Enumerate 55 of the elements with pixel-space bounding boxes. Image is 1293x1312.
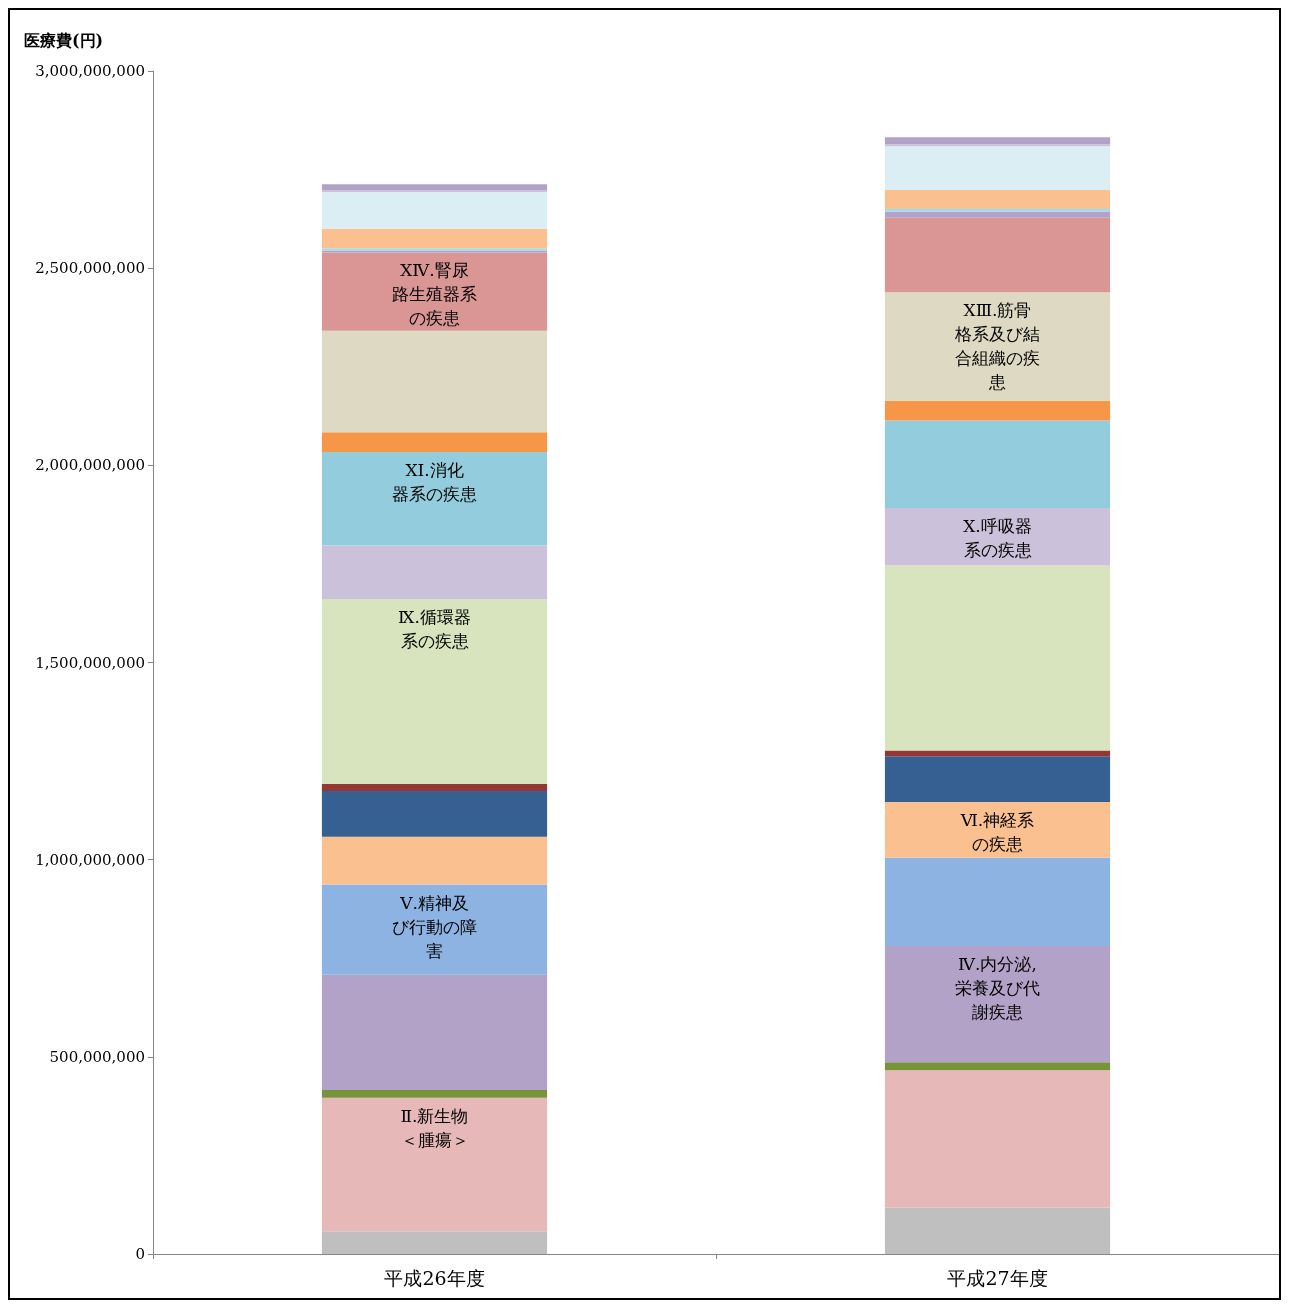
y-tick-label: 0: [135, 1245, 145, 1263]
bar: [321, 184, 548, 191]
bar: [321, 432, 548, 452]
annotation: Ⅸ.循環器系の疾患: [398, 607, 471, 652]
bar: [884, 1070, 1111, 1208]
bar: [321, 1089, 548, 1098]
y-axis-title: 医療費(円): [24, 30, 104, 50]
bar: [884, 137, 1111, 145]
bar: [321, 836, 548, 885]
bar: [884, 217, 1111, 293]
bar: [884, 946, 1111, 1063]
bar: [884, 146, 1111, 191]
annotation: ⅩⅠ.消化器系の疾患: [392, 459, 477, 504]
bar: [884, 209, 1111, 212]
bar: [321, 1231, 548, 1254]
y-tick-label: 500,000,000: [49, 1047, 145, 1066]
x-tick-label: 平成26年度: [384, 1266, 485, 1289]
bar: [884, 756, 1111, 803]
bar: [884, 750, 1111, 757]
annotation: ⅩⅢ.筋骨格系及び結合組織の疾患: [954, 300, 1040, 393]
bar: [884, 400, 1111, 421]
bar: [884, 420, 1111, 508]
annotation: Ⅱ.新生物＜腫瘍＞: [400, 1105, 469, 1150]
bar: [321, 192, 548, 229]
bar: [321, 252, 548, 331]
bar: [884, 507, 1111, 566]
bar: [321, 783, 548, 792]
bar: [321, 545, 548, 600]
bar: [884, 292, 1111, 401]
annotation: Ⅳ.内分泌,栄養及び代謝疾患: [955, 954, 1040, 1023]
annotation: Ⅹ.呼吸器系の疾患: [963, 515, 1032, 560]
bar: [321, 884, 548, 975]
bar: [321, 974, 548, 1090]
bar: [321, 330, 548, 433]
y-tick-label: 2,500,000,000: [35, 259, 145, 278]
bar: [884, 565, 1111, 751]
bar: [321, 599, 548, 784]
x-tick-label: 平成27年度: [947, 1266, 1048, 1289]
bar: [321, 791, 548, 837]
bar: [884, 211, 1111, 218]
annotation: Ⅵ.神経系の疾患: [959, 810, 1035, 855]
bar: [884, 1062, 1111, 1071]
bar: [321, 228, 548, 249]
y-tick-label: 3,000,000,000: [35, 62, 145, 80]
bar: [884, 1207, 1111, 1254]
bar: [321, 451, 548, 546]
y-tick-label: 1,000,000,000: [35, 850, 145, 869]
bar: [884, 857, 1111, 947]
bar: [884, 190, 1111, 210]
y-tick-label: 2,000,000,000: [35, 456, 145, 475]
bar: [321, 1097, 548, 1232]
y-tick-label: 1,500,000,000: [35, 653, 145, 672]
annotation: Ⅴ.精神及び行動の障害: [392, 892, 477, 961]
annotation: ⅩⅣ.腎尿路生殖器系の疾患: [392, 260, 477, 329]
bar: [884, 802, 1111, 858]
